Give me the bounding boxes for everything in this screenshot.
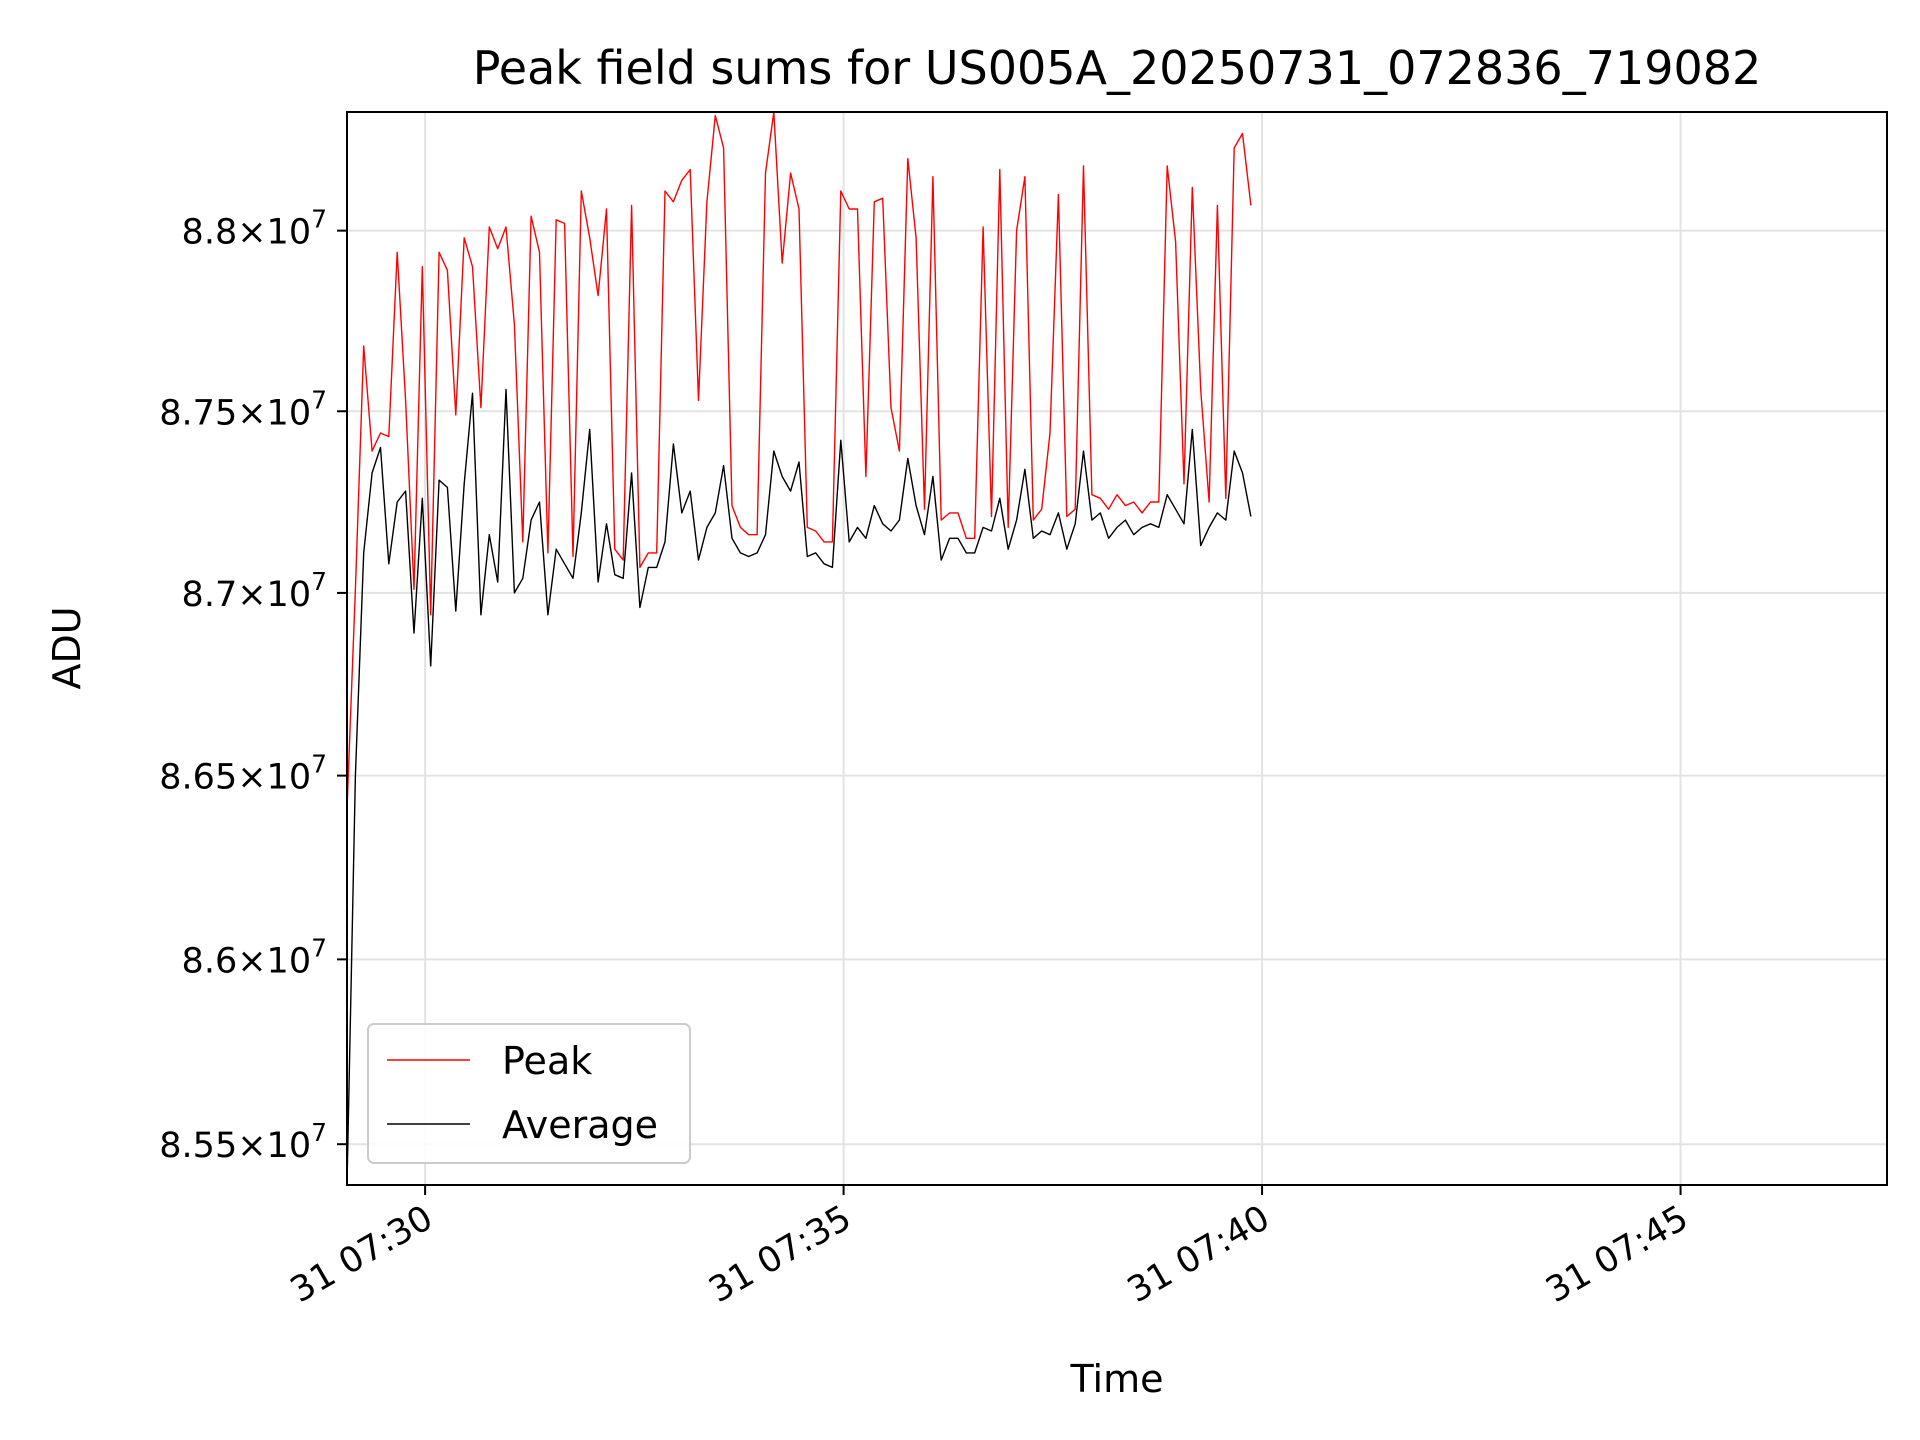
y-tick-label: 8.8×107 xyxy=(182,205,327,253)
y-tick-label: 8.7×107 xyxy=(182,567,327,615)
chart-title: Peak field sums for US005A_20250731_0728… xyxy=(473,41,1762,95)
y-axis: 8.55×107 8.6×107 8.65×107 8.7×107 8.75×107 8.… xyxy=(159,205,347,1166)
legend: Peak Average xyxy=(367,1023,691,1164)
legend-box xyxy=(367,1023,691,1164)
plot-frame xyxy=(346,111,1888,1186)
series-layer xyxy=(346,111,1252,1186)
y-tick-label: 8.55×107 xyxy=(159,1118,327,1166)
legend-label-average: Average xyxy=(502,1103,658,1147)
y-tick-label: 8.65×107 xyxy=(159,750,327,798)
series-line-peak xyxy=(346,111,1252,809)
x-axis-label: Time xyxy=(1070,1357,1164,1401)
series-line-average xyxy=(346,388,1252,1186)
y-tick-label: 8.6×107 xyxy=(182,933,327,981)
grid xyxy=(347,112,1887,1185)
legend-label-peak: Peak xyxy=(502,1039,592,1083)
y-tick-label: 8.75×107 xyxy=(159,385,327,433)
y-axis-label: ADU xyxy=(45,606,89,689)
